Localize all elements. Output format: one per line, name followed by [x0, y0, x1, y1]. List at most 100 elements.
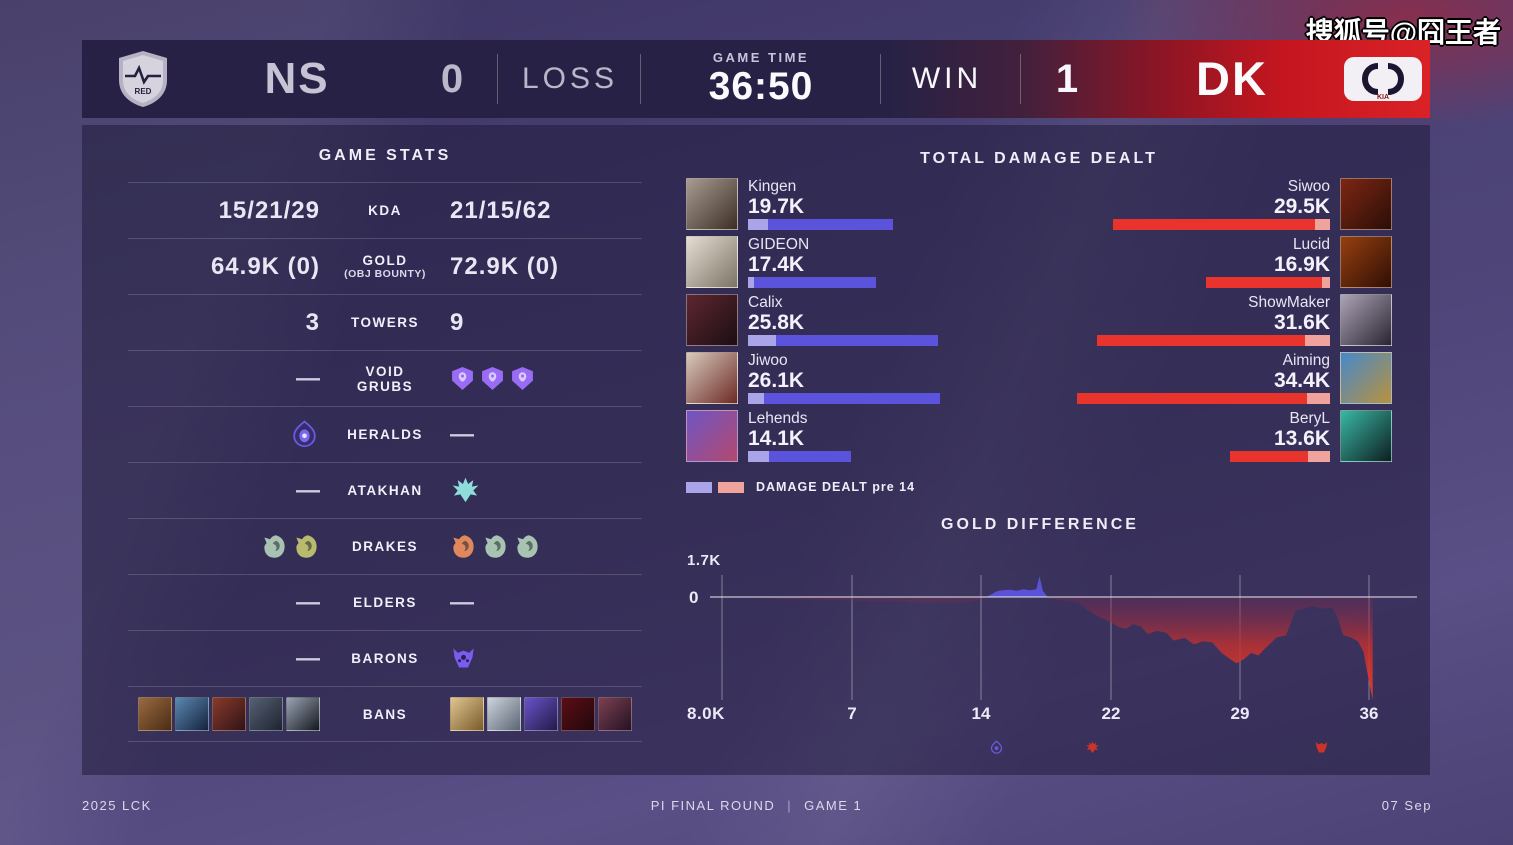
post14-segment [769, 451, 851, 462]
footer-game-number: GAME 1 [804, 798, 863, 813]
post14-segment [1097, 335, 1305, 346]
damage-value: 25.8K [748, 311, 805, 334]
right-team-stat [450, 687, 642, 741]
ban-list [450, 697, 632, 731]
left-team-stat: 64.9K (0) [128, 239, 320, 294]
champion-portrait [686, 294, 738, 346]
stat-row-kda: 15/21/29 KDA 21/15/62 [128, 182, 642, 238]
post14-segment [776, 335, 938, 346]
right-team-name: DK [1196, 52, 1268, 105]
stat-value: 21/15/62 [450, 196, 552, 224]
damage-row-beryl: BeryL 13.6K [972, 410, 1392, 463]
match-scoreboard: RED NS 0 LOSS GAME TIME 36:50 WIN 1 DK K… [82, 40, 1430, 118]
right-team-stat [450, 631, 642, 686]
ocean-drake-icon [514, 533, 541, 560]
stat-sublabel: (OBJ BOUNTY) [344, 268, 426, 280]
stat-row-elders: — ELDERS — [128, 574, 642, 630]
chemtech-drake-icon [293, 533, 320, 560]
champion-portrait [686, 178, 738, 230]
x-tick-label: 29 [1230, 704, 1250, 723]
game-time-value: 36:50 [708, 64, 814, 108]
damage-row-showmaker: ShowMaker 31.6K [972, 294, 1392, 347]
x-tick-label: 14 [971, 704, 991, 723]
gold-difference-chart [710, 575, 1417, 700]
left-team-stat [128, 407, 320, 462]
damage-value: 13.6K [1273, 427, 1330, 450]
atakhan-icon [450, 475, 481, 506]
stat-row-void-grubs: — VOID GRUBS [128, 350, 642, 406]
damage-bar [1077, 393, 1330, 404]
right-team-stat [450, 463, 642, 518]
game-stats-section: GAME STATS 15/21/29 KDA 21/15/62 64.9K (0) G… [128, 142, 642, 742]
post14-segment [1230, 451, 1308, 462]
damage-title: TOTAL DAMAGE DEALT [920, 150, 1158, 167]
x-tick-label: 22 [1101, 704, 1121, 723]
damage-row-gideon: GIDEON 17.4K [686, 236, 1106, 289]
left-team-stat: 3 [128, 295, 320, 350]
left-team-stat [128, 519, 320, 574]
left-team-score: 0 [440, 57, 464, 101]
right-team-stat: 9 [450, 295, 642, 350]
champion-portrait [686, 236, 738, 288]
damage-bar [1230, 451, 1330, 462]
right-team-stat [450, 519, 642, 574]
banned-champion-portrait [175, 697, 209, 731]
stat-row-atakhan: — ATAKHAN [128, 462, 642, 518]
stat-value: 15/21/29 [218, 196, 320, 224]
game-stats-title: GAME STATS [318, 147, 452, 164]
left-team-name: NS [264, 54, 330, 103]
banned-champion-portrait [524, 697, 558, 731]
pre14-segment [748, 451, 769, 462]
damage-value: 17.4K [748, 253, 805, 276]
footer-league: 2025 LCK [82, 798, 152, 813]
left-team-stat: — [128, 351, 320, 406]
footer-date: 07 Sep [1381, 798, 1432, 813]
ns-team-logo: RED [114, 49, 172, 114]
stat-label: ATAKHAN [347, 483, 423, 498]
rift-herald-icon [289, 419, 320, 450]
pre14-segment [748, 277, 754, 288]
damage-row-jiwoo: Jiwoo 26.1K [686, 352, 1106, 405]
gold-difference-title: GOLD DIFFERENCE [941, 516, 1139, 533]
stat-row-barons: — BARONS [128, 630, 642, 686]
damage-value: 29.5K [1273, 195, 1330, 218]
damage-row-siwoo: Siwoo 29.5K [972, 178, 1392, 231]
right-team-score: 1 [1055, 57, 1079, 101]
stat-value: 64.9K (0) [210, 252, 320, 280]
atakhan-marker [1085, 740, 1101, 756]
left-team-stat: — [128, 575, 320, 630]
pre14-segment [1322, 277, 1330, 288]
post14-segment [1113, 219, 1315, 230]
baron-marker [1314, 740, 1330, 756]
post14-segment [764, 393, 940, 404]
divider [880, 54, 881, 104]
banned-champion-portrait [138, 697, 172, 731]
post14-segment [1077, 393, 1307, 404]
red-pre14-swatch [718, 481, 744, 493]
gold-deficit-area [740, 597, 1373, 700]
pre14-segment [748, 393, 764, 404]
damage-bar [1113, 219, 1330, 230]
damage-row-lehends: Lehends 14.1K [686, 410, 1106, 463]
stat-value: — [450, 588, 474, 616]
pre14-segment [1305, 335, 1330, 346]
stat-label: GOLD [362, 253, 408, 268]
player-name: Lucid [1292, 236, 1330, 253]
banned-champion-portrait [286, 697, 320, 731]
stat-row-gold: 64.9K (0) GOLD (OBJ BOUNTY) 72.9K (0) [128, 238, 642, 294]
footer-round-name: PI FINAL ROUND [650, 798, 776, 813]
infernal-drake-icon [450, 533, 477, 560]
champion-portrait [686, 410, 738, 462]
banned-champion-portrait [212, 697, 246, 731]
stat-row-towers: 3 TOWERS 9 [128, 294, 642, 350]
right-team-stat [450, 351, 642, 406]
stat-row-drakes: DRAKES [128, 518, 642, 574]
pre14-segment [1307, 393, 1330, 404]
damage-legend: DAMAGE DEALT pre 14 [686, 480, 915, 494]
stat-label: BARONS [351, 651, 419, 666]
right-team-result: WIN [911, 62, 983, 95]
ocean-drake-icon [482, 533, 509, 560]
stat-label: ELDERS [353, 595, 417, 610]
damage-bar [748, 335, 938, 346]
